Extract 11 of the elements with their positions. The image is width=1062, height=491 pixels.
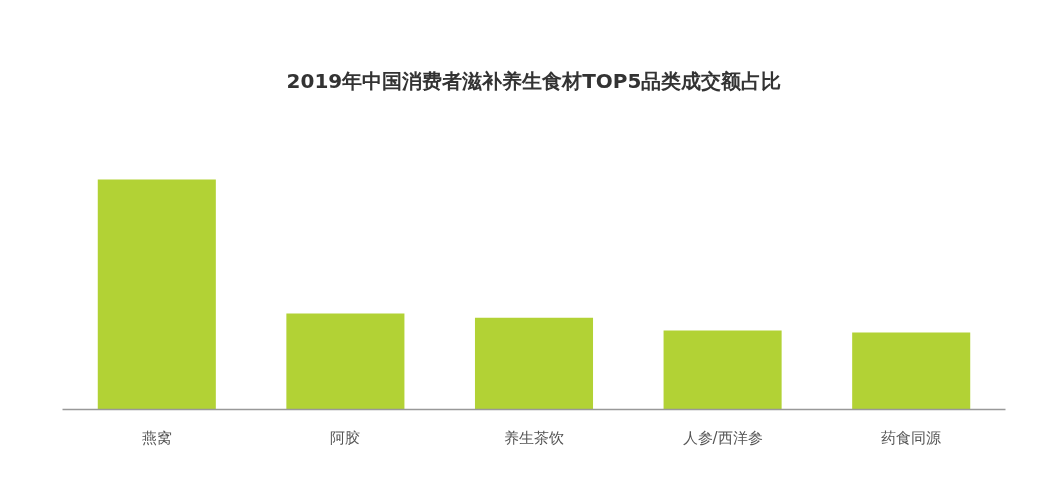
- chart-title: 2019年中国消费者滋补养生食材TOP5品类成交额占比: [286, 69, 782, 93]
- x-tick-label: 燕窝: [141, 428, 172, 447]
- x-tick-label: 人参/西洋参: [682, 428, 763, 447]
- bar: [286, 313, 405, 410]
- bar: [663, 330, 782, 410]
- bar: [97, 179, 216, 410]
- bar: [852, 332, 971, 410]
- x-tick-label: 阿胶: [330, 428, 361, 447]
- x-tick-label: 养生茶饮: [504, 428, 564, 447]
- x-tick-label: 药食同源: [881, 428, 942, 447]
- bar: [474, 317, 594, 410]
